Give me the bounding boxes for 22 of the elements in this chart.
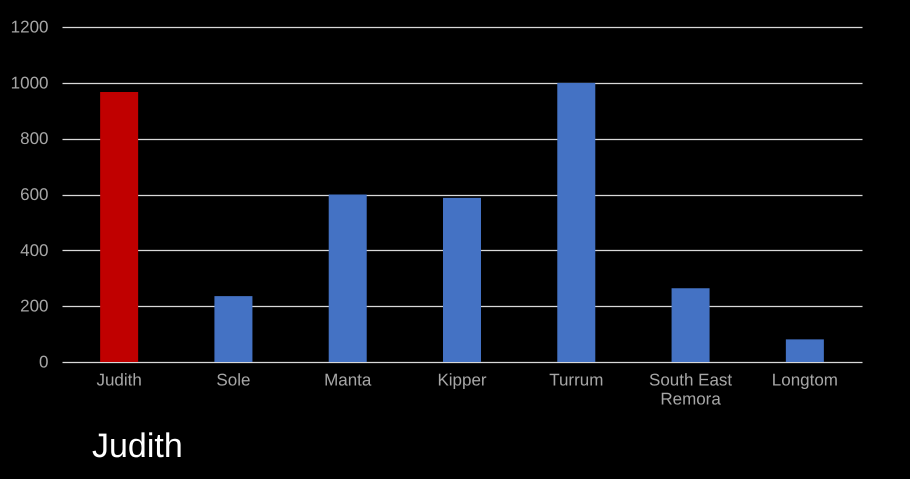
- y-tick-label: 1200: [10, 18, 48, 36]
- y-tick-label: 1000: [10, 73, 48, 92]
- x-tick-label: Judith: [96, 370, 142, 390]
- y-tick-label: 400: [20, 240, 48, 260]
- bar: [443, 198, 481, 362]
- bar: [100, 92, 138, 362]
- y-tick-label: 800: [20, 129, 48, 148]
- x-tick-label: Kipper: [437, 370, 487, 390]
- x-tick-label: Turrum: [549, 370, 604, 390]
- y-tick-label: 200: [20, 296, 48, 316]
- x-tick-label: South East Remora: [648, 370, 732, 408]
- bar: [557, 82, 596, 362]
- y-tick-label: 0: [39, 352, 48, 372]
- x-tick-label: Sole: [216, 370, 250, 390]
- bar: [214, 296, 252, 362]
- y-tick-label: 600: [20, 185, 48, 204]
- text: Judith: [91, 427, 184, 465]
- bar: [328, 194, 367, 362]
- bar: [786, 339, 824, 362]
- x-tick-label: Manta: [324, 370, 372, 390]
- x-tick-label: Longtom: [772, 370, 838, 390]
- bar: [672, 288, 710, 362]
